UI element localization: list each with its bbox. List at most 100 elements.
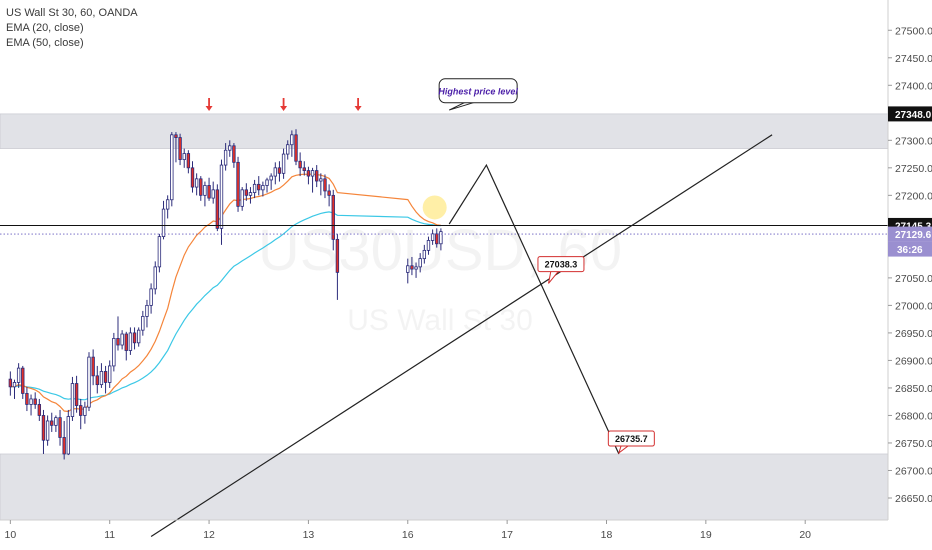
candle: [54, 415, 58, 432]
candle-body: [33, 398, 37, 405]
highlight-circle[interactable]: [422, 195, 447, 220]
candle: [108, 360, 112, 388]
candle-body: [29, 398, 33, 405]
candle-body: [116, 338, 120, 346]
candle-body: [174, 134, 178, 138]
callout-price-26735.7[interactable]: 26735.7: [607, 430, 655, 455]
down-arrow-icon[interactable]: [205, 98, 213, 111]
down-arrow-icon[interactable]: [354, 98, 362, 111]
candle: [120, 330, 124, 350]
candle: [199, 176, 203, 201]
candle: [45, 415, 50, 446]
time-tick-label: 19: [700, 529, 712, 541]
candles: [8, 129, 443, 460]
candle: [190, 161, 195, 193]
candle: [99, 363, 104, 388]
candle: [406, 258, 410, 284]
chart-background-layer: [0, 113, 889, 521]
callout-box: [537, 256, 585, 273]
candle-body: [273, 167, 277, 177]
candle: [37, 398, 42, 421]
callout-highest-price[interactable]: Highest price level: [438, 78, 518, 111]
arrow-head: [354, 106, 362, 111]
candle: [178, 133, 182, 166]
candle: [182, 148, 186, 168]
candle-body: [261, 185, 265, 191]
candle-body: [248, 192, 253, 196]
annotations[interactable]: Highest price level 27038.3 26735.7: [0, 78, 888, 538]
candle-body: [99, 371, 104, 386]
time-tick-label: 17: [501, 529, 513, 541]
candle: [153, 261, 157, 295]
candle-body: [132, 332, 137, 344]
candle: [145, 299, 149, 328]
price-tick-label: 27200.00: [895, 190, 932, 202]
candle: [252, 179, 257, 199]
candle-body: [12, 382, 17, 388]
candle-body: [252, 183, 257, 193]
candle-body: [203, 185, 207, 196]
candle: [228, 140, 232, 157]
candle: [137, 327, 141, 347]
price-tick-label: 27300.00: [895, 135, 932, 147]
candle-body: [157, 236, 162, 268]
candle: [232, 143, 236, 168]
candle: [50, 412, 54, 432]
candle-body: [223, 149, 228, 166]
candle: [422, 244, 427, 264]
price-tick-label: 27050.00: [895, 273, 932, 285]
candle-body: [21, 367, 25, 394]
resistance-zone[interactable]: [0, 113, 889, 149]
candle: [315, 165, 319, 188]
candle-body: [207, 185, 211, 199]
candle-body: [199, 178, 203, 196]
candle-body: [50, 420, 54, 426]
candle: [141, 310, 145, 336]
candle: [83, 401, 87, 424]
candle: [435, 228, 439, 248]
callout-price-27038.3[interactable]: 27038.3: [537, 256, 585, 284]
candle: [66, 409, 70, 456]
candle-body: [294, 134, 298, 162]
candle: [29, 394, 33, 416]
candle-body: [265, 179, 269, 186]
candle-body: [95, 375, 99, 386]
candle: [112, 332, 116, 372]
ema20-line: [10, 173, 441, 413]
candle: [310, 167, 315, 193]
candle-body: [327, 190, 331, 196]
support-zone[interactable]: [0, 453, 889, 521]
candle-body: [414, 266, 418, 270]
tag-countdown-bg: [888, 241, 932, 257]
candle: [319, 173, 323, 196]
candle: [58, 409, 62, 446]
candle-body: [79, 405, 83, 416]
candle-body: [435, 233, 439, 245]
tag-highest-price: 27348.0: [895, 110, 932, 121]
candle-body: [108, 365, 112, 383]
time-tick-label: 18: [601, 529, 613, 541]
candle-body: [439, 231, 443, 245]
candle: [41, 409, 46, 454]
candle: [418, 253, 422, 273]
candle: [257, 176, 261, 196]
candle: [430, 229, 435, 245]
candle-body: [219, 164, 224, 229]
price-tick-label: 26700.00: [895, 465, 932, 477]
candle: [8, 371, 13, 396]
candle: [74, 375, 79, 413]
candle-body: [422, 249, 427, 260]
candle-body: [310, 170, 315, 177]
trend-line[interactable]: [150, 134, 773, 538]
ema-lines: [10, 173, 441, 413]
candle: [236, 156, 240, 212]
candle: [298, 152, 302, 177]
candle: [161, 200, 166, 240]
down-arrow-icon[interactable]: [280, 98, 288, 111]
candle: [219, 159, 224, 245]
tag-countdown: 36:26: [897, 245, 923, 256]
price-tick-label: 27500.00: [895, 25, 932, 37]
projection-path[interactable]: [448, 163, 620, 455]
